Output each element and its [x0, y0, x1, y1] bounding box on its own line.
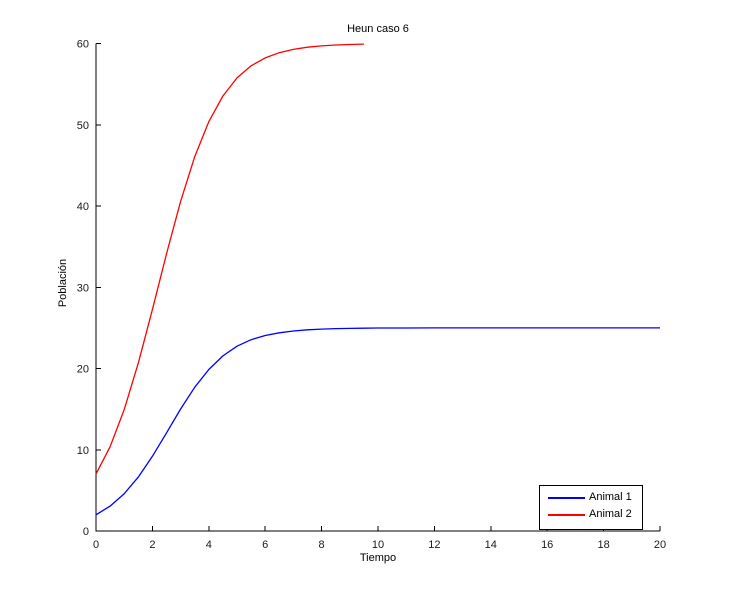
- legend: Animal 1 Animal 2: [539, 485, 643, 530]
- y-tick-label: 20: [77, 364, 89, 376]
- x-tick-label: 12: [428, 539, 440, 551]
- series-line-2: [95, 43, 364, 475]
- axes: [95, 43, 660, 532]
- x-tick-label: 2: [149, 539, 155, 551]
- series-line-1: [95, 327, 660, 516]
- legend-line-animal-1-icon: [548, 496, 585, 499]
- x-axis-label: Tiempo: [359, 552, 397, 564]
- x-tick-label: 18: [597, 539, 609, 551]
- y-tick-label: 40: [77, 201, 89, 213]
- x-tick-label: 10: [372, 539, 384, 551]
- legend-entry-animal-2: Animal 2: [540, 506, 642, 523]
- y-tick-label: 0: [83, 526, 89, 538]
- x-tick-label: 14: [485, 539, 497, 551]
- y-tick-label: 60: [77, 39, 89, 51]
- x-tick-label: 4: [206, 539, 212, 551]
- y-tick-label: 30: [77, 282, 89, 294]
- y-tick-label: 10: [77, 445, 89, 457]
- y-axis-label: Población: [57, 258, 69, 308]
- legend-label-animal-2: Animal 2: [589, 508, 632, 520]
- y-tick-label: 50: [77, 120, 89, 132]
- x-tick-label: 20: [654, 539, 666, 551]
- x-tick-label: 6: [262, 539, 268, 551]
- x-tick-label: 8: [319, 539, 325, 551]
- legend-label-animal-1: Animal 1: [589, 491, 632, 503]
- legend-entry-animal-1: Animal 1: [540, 489, 642, 506]
- x-tick-label: 0: [93, 539, 99, 551]
- x-tick-label: 16: [541, 539, 553, 551]
- legend-line-animal-2-icon: [548, 513, 585, 516]
- chart-title: Heun caso 6: [347, 23, 409, 35]
